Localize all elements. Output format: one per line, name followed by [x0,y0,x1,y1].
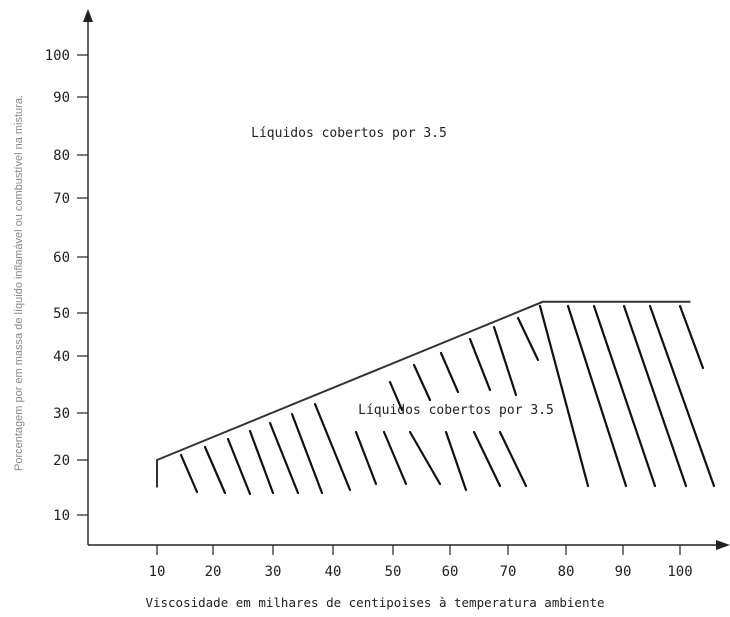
hatch-stroke [492,325,518,397]
y-axis-arrow [83,9,93,22]
hatch-stroke [468,337,492,392]
hatch-stroke [622,304,688,488]
x-tick-label: 80 [558,564,575,580]
hatch-region [179,304,716,496]
hatch-stroke [566,304,628,488]
y-tick-label: 70 [53,191,70,207]
y-tick-label: 50 [53,306,70,322]
hatch-stroke [516,316,540,362]
x-tick-label: 10 [149,564,166,580]
hatch-stroke [408,430,442,486]
hatch-stroke [382,430,408,486]
x-axis-arrow [716,540,730,550]
axes: 10 20 30 40 50 60 70 80 90 100 10 20 30 40 50 60 70 80 90 1… [13,9,730,610]
y-tick-label: 80 [53,148,70,164]
hatch-stroke [290,412,324,495]
x-tick-label: 40 [325,564,342,580]
y-tick-label: 90 [53,90,70,106]
y-axis-label: Porcentagem por em massa de líquido infl… [13,95,25,471]
annotations: Líquidos cobertos por 3.5 Líquidos cobert… [251,126,554,418]
hatch-stroke [203,445,227,495]
hatch-stroke [678,304,705,370]
y-tick-label: 60 [53,250,70,266]
hatch-stroke [538,304,590,488]
hatch-stroke [472,430,502,488]
hatch-stroke [226,437,252,496]
hatch-stroke [248,429,275,495]
hatch-stroke [388,380,404,412]
y-tick-label: 40 [53,349,70,365]
y-tick-label: 30 [53,406,70,422]
y-tick-label: 20 [53,453,70,469]
annotation-label: Líquidos cobertos por 3.5 [251,126,447,141]
x-tick-label: 20 [205,564,222,580]
hatch-stroke [354,430,378,486]
hatch-stroke [179,453,199,494]
x-axis-label: Viscosidade em milhares de centipoises à… [145,595,604,610]
hatch-stroke [439,351,460,394]
x-tick-label: 90 [615,564,632,580]
x-tick-label: 50 [385,564,402,580]
hatch-stroke [313,402,352,492]
hatch-stroke [268,421,300,495]
x-tick-label: 60 [442,564,459,580]
x-tick-label: 100 [667,564,692,580]
hatch-stroke [648,304,716,488]
x-tick-label: 30 [265,564,282,580]
x-tick-label: 70 [500,564,517,580]
boundary-line [156,300,691,488]
hatch-stroke [592,304,657,488]
y-tick-label: 100 [45,48,70,64]
hatch-stroke [444,430,468,492]
hatch-stroke [412,363,432,402]
y-tick-label: 10 [53,508,70,524]
hatch-stroke [498,430,528,488]
annotation-label: Líquidos cobertos por 3.5 [358,403,554,418]
boundary-line [156,300,691,488]
